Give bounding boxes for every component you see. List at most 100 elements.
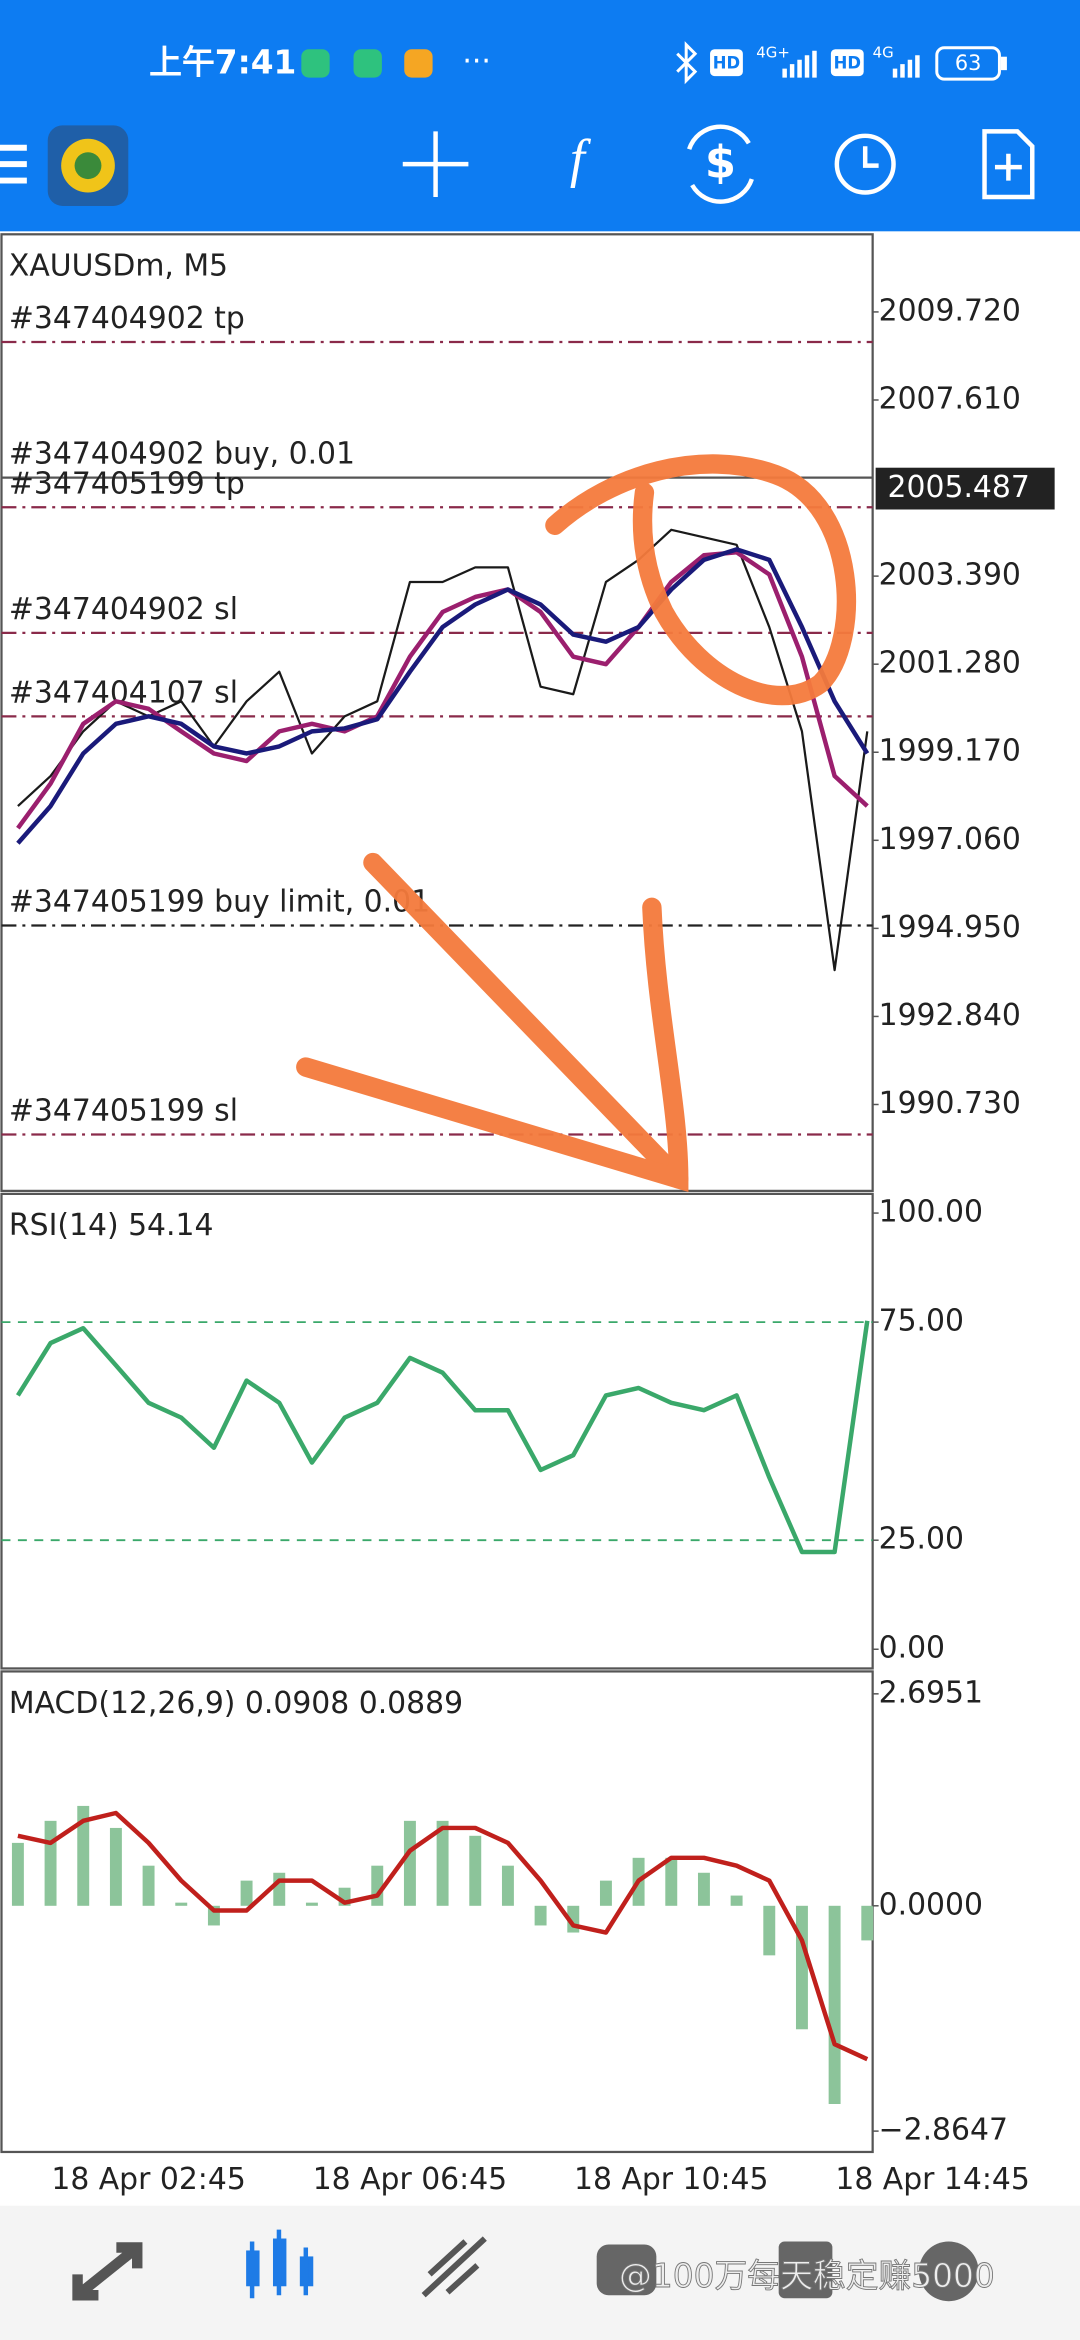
y-tick-label: 2001.280: [879, 646, 1021, 681]
bottom-nav: [0, 2205, 1080, 2340]
order-label: #347405199 buy limit, 0.01: [9, 885, 430, 920]
histogram-bar: [795, 1905, 808, 2030]
histogram-bar: [371, 1865, 384, 1906]
y-tick-label: 1990.730: [879, 1086, 1021, 1121]
trade-button[interactable]: $: [705, 136, 736, 189]
histogram-bar: [338, 1887, 351, 1906]
crosshair-button[interactable]: [402, 131, 469, 197]
new-order-button[interactable]: [982, 129, 1035, 200]
histogram-bar: [77, 1805, 90, 1906]
header: [0, 0, 1080, 232]
nav-trade[interactable]: [421, 2236, 487, 2298]
x-tick-label: 18 Apr 02:45: [51, 2162, 245, 2197]
panel-title: XAUUSDm, M5: [9, 249, 228, 284]
y-tick-label: 100.00: [879, 1195, 983, 1230]
histogram-bar: [567, 1905, 580, 1933]
y-tick-label: 1999.170: [879, 734, 1021, 769]
battery-icon: [935, 46, 1001, 81]
panel-title: RSI(14) 54.14: [9, 1208, 214, 1243]
histogram-bar: [697, 1872, 710, 1906]
histogram-bar: [175, 1902, 188, 1906]
y-tick-label: −2.8647: [879, 2113, 1008, 2148]
menu-button[interactable]: [0, 144, 27, 184]
signal-icon: [892, 55, 920, 78]
hd-badge: [830, 49, 864, 77]
circle-annotation: [545, 454, 857, 706]
network-label: 4G: [873, 44, 894, 62]
histogram-bar: [763, 1905, 776, 1956]
notif-icon: [301, 49, 330, 78]
x-tick-label: 18 Apr 10:45: [574, 2162, 768, 2197]
histogram-bar: [534, 1905, 547, 1926]
y-tick-label: 2007.610: [879, 381, 1021, 416]
nav-history[interactable]: [596, 2244, 657, 2296]
charts: #347404902 tp#347404902 buy, 0.01#347405…: [0, 233, 1055, 2197]
y-tick-label: 25.00: [879, 1522, 964, 1557]
trade-button-arrows: [687, 124, 754, 204]
nav-quotes[interactable]: [72, 2242, 143, 2301]
histogram-bar: [828, 1905, 841, 2104]
hd-label: HD: [713, 54, 740, 73]
histogram-bar: [44, 1820, 57, 1906]
app-icon-core: [74, 152, 102, 180]
clock-hands: [862, 146, 879, 168]
more-notifs: ···: [462, 44, 490, 79]
y-tick-label: 2009.720: [879, 293, 1021, 328]
histogram-bar: [436, 1820, 449, 1906]
watermark: @100万每天稳定赚5000: [619, 2257, 995, 2295]
histogram-bar: [240, 1880, 253, 1906]
series-line: [16, 1320, 870, 1555]
y-tick-label: 0.0000: [879, 1887, 983, 1922]
histogram-bar: [11, 1842, 24, 1906]
timeframe-button[interactable]: [834, 133, 896, 195]
x-tick-label: 18 Apr 14:45: [835, 2162, 1029, 2197]
signal-icon: [782, 50, 817, 78]
panel-frame: [0, 1670, 874, 2154]
y-tick-label: 1992.840: [879, 998, 1021, 1033]
series-line: [17, 528, 869, 972]
hd-label: HD: [834, 54, 861, 73]
order-label: #347404902 buy, 0.01: [9, 437, 355, 472]
bluetooth-icon: [676, 41, 698, 85]
histogram-bar: [599, 1880, 612, 1906]
battery-level: 63: [955, 51, 982, 75]
y-tick-label: 2.6951: [879, 1675, 983, 1710]
current-price-box: [875, 467, 1055, 510]
histogram-bar: [142, 1865, 155, 1906]
histogram-bar: [469, 1835, 482, 1906]
order-label: #347405199 tp: [9, 466, 245, 501]
histogram-bar: [109, 1827, 122, 1906]
notif-icon: [404, 49, 433, 78]
order-label: #347405199 sl: [9, 1094, 238, 1129]
x-tick-label: 18 Apr 06:45: [313, 2162, 507, 2197]
arrow-annotation: [296, 897, 689, 1192]
histogram-bar: [403, 1820, 416, 1906]
battery-tip: [1000, 56, 1007, 71]
nav-news[interactable]: [778, 2241, 833, 2299]
annotation: [296, 454, 857, 1192]
notif-icon: [353, 49, 382, 78]
arrow-annotation: [363, 852, 689, 1189]
histogram-bar: [501, 1865, 514, 1906]
histogram-bar: [861, 1905, 874, 1941]
nav-chart[interactable]: [246, 2229, 314, 2299]
panel-frame: [0, 233, 874, 1193]
current-price-label: 2005.487: [888, 470, 1030, 505]
panel-title: MACD(12,26,9) 0.0908 0.0889: [9, 1686, 463, 1721]
y-tick-label: 2003.390: [879, 558, 1021, 593]
y-tick-label: 75.00: [879, 1304, 964, 1339]
y-tick-label: 1994.950: [879, 910, 1021, 945]
histogram-bar: [305, 1902, 318, 1906]
panel-frame: [0, 1192, 874, 1670]
histogram-bar: [730, 1895, 743, 1906]
y-tick-label: 0.00: [879, 1631, 945, 1666]
nav-messages[interactable]: [918, 2241, 979, 2302]
clock: 上午7:41: [149, 44, 296, 82]
series-line: [16, 547, 870, 845]
series-line: [17, 1810, 869, 2062]
plus-icon: [994, 153, 1022, 181]
order-label: #347404902 tp: [9, 301, 245, 336]
histogram-bar: [665, 1857, 678, 1906]
